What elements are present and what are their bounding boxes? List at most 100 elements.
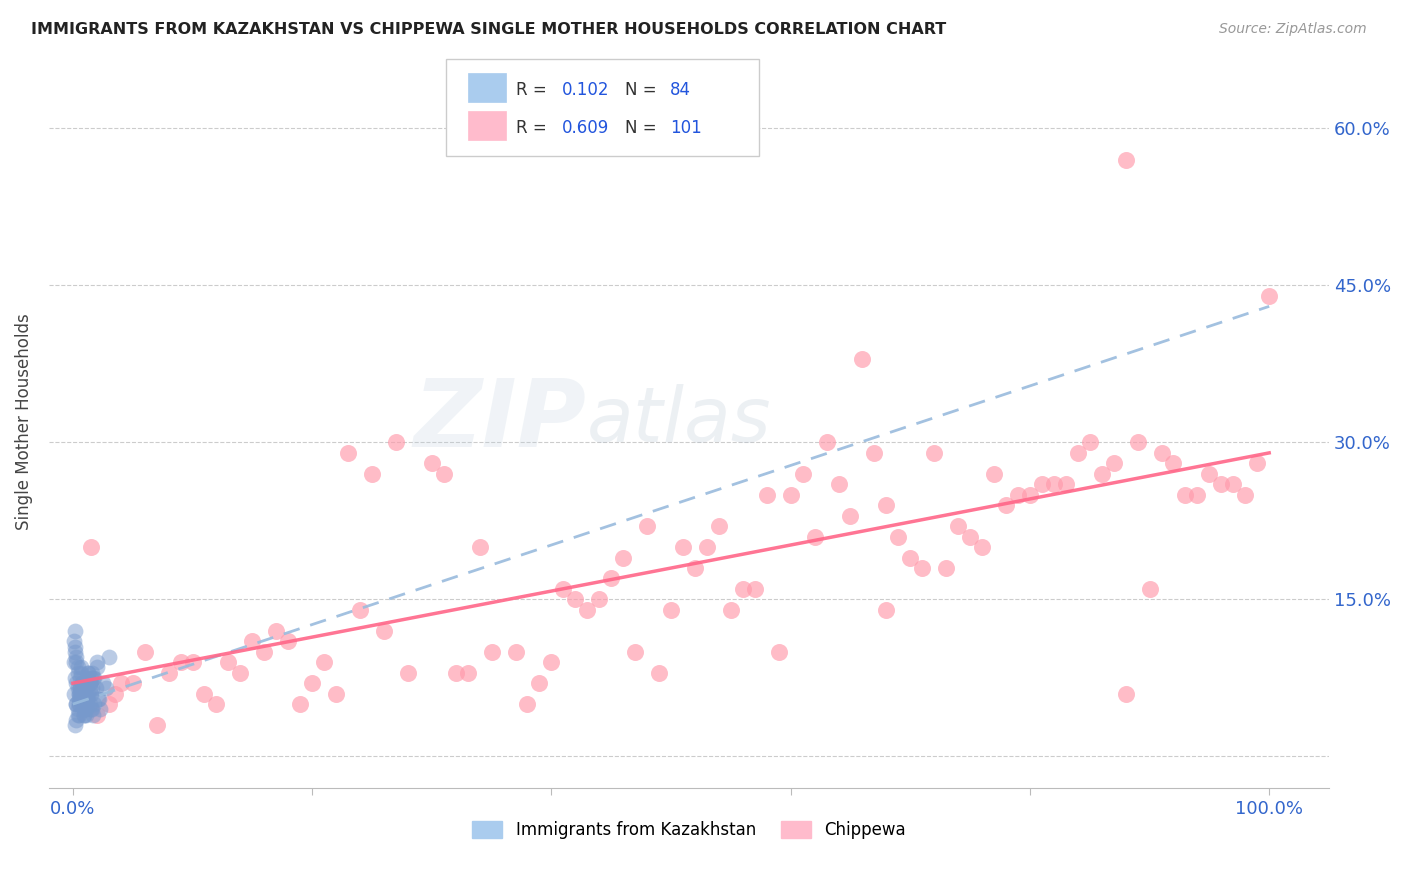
Point [707, 519, 730, 533]
Point [648, 665, 671, 680]
Point [433, 467, 456, 481]
Point [76, 697, 98, 711]
Point [80, 681, 103, 696]
Point [588, 592, 610, 607]
Point [65, 671, 87, 685]
Point [72, 687, 94, 701]
Point [80, 671, 103, 685]
Point [67, 707, 90, 722]
Point [69, 681, 91, 696]
Point [1091, 467, 1114, 481]
Point [80, 702, 103, 716]
Text: ZIP: ZIP [413, 376, 586, 467]
Text: IMMIGRANTS FROM KAZAKHSTAN VS CHIPPEWA SINGLE MOTHER HOUSEHOLDS CORRELATION CHAR: IMMIGRANTS FROM KAZAKHSTAN VS CHIPPEWA S… [31, 22, 946, 37]
Point [79, 676, 101, 690]
Point [77, 687, 100, 701]
Point [1126, 435, 1149, 450]
Point [1139, 582, 1161, 596]
Text: 0.609: 0.609 [562, 119, 610, 136]
Point [82, 707, 104, 722]
Point [69, 691, 91, 706]
Point [96, 681, 118, 696]
Point [1054, 477, 1077, 491]
Point [349, 603, 371, 617]
Point [87, 691, 110, 706]
Point [82, 671, 104, 685]
Text: N =: N = [626, 119, 662, 136]
Point [1019, 488, 1042, 502]
Point [69, 687, 91, 701]
Point [110, 676, 132, 690]
Point [79, 697, 101, 711]
Point [600, 572, 623, 586]
Point [264, 624, 287, 638]
Text: N =: N = [626, 80, 662, 99]
Point [217, 655, 239, 669]
Point [63, 634, 86, 648]
Point [73, 681, 96, 696]
Point [768, 645, 790, 659]
Point [63, 655, 86, 669]
Point [70, 660, 93, 674]
Legend: Immigrants from Kazakhstan, Chippewa: Immigrants from Kazakhstan, Chippewa [465, 814, 912, 846]
Point [72, 676, 94, 690]
Point [73, 691, 96, 706]
Point [911, 561, 934, 575]
Point [145, 718, 167, 732]
Text: R =: R = [516, 119, 553, 136]
Point [744, 582, 766, 596]
Point [1115, 687, 1137, 701]
Point [65, 718, 87, 732]
Point [851, 351, 873, 366]
Bar [468, 73, 506, 102]
Point [253, 645, 276, 659]
Point [63, 687, 86, 701]
Point [86, 660, 108, 674]
Point [69, 671, 91, 685]
Point [86, 707, 108, 722]
Point [80, 665, 103, 680]
Point [79, 676, 101, 690]
Point [89, 691, 111, 706]
Point [995, 498, 1018, 512]
Point [314, 655, 336, 669]
Point [121, 676, 143, 690]
Point [290, 697, 312, 711]
Point [77, 665, 100, 680]
Point [337, 446, 360, 460]
Point [75, 702, 97, 716]
Point [67, 687, 90, 701]
Point [481, 645, 503, 659]
Point [1174, 488, 1197, 502]
Point [73, 707, 96, 722]
Text: 0.102: 0.102 [562, 80, 610, 99]
Point [1102, 456, 1125, 470]
Point [1150, 446, 1173, 460]
Point [70, 687, 93, 701]
Point [1043, 477, 1066, 491]
Point [505, 645, 527, 659]
Point [731, 582, 754, 596]
Point [815, 435, 838, 450]
Point [553, 582, 575, 596]
Point [935, 561, 957, 575]
Point [104, 687, 127, 701]
Point [205, 697, 228, 711]
Point [839, 508, 862, 523]
Point [1211, 477, 1233, 491]
Point [1031, 477, 1053, 491]
Point [564, 592, 586, 607]
Point [959, 530, 981, 544]
Point [73, 676, 96, 690]
Point [67, 697, 90, 711]
Point [672, 540, 695, 554]
Point [169, 655, 191, 669]
Point [193, 687, 215, 701]
Text: 84: 84 [669, 80, 690, 99]
Point [612, 550, 634, 565]
Point [301, 676, 323, 690]
Point [73, 691, 96, 706]
Point [983, 467, 1005, 481]
Point [1198, 467, 1220, 481]
Point [827, 477, 849, 491]
